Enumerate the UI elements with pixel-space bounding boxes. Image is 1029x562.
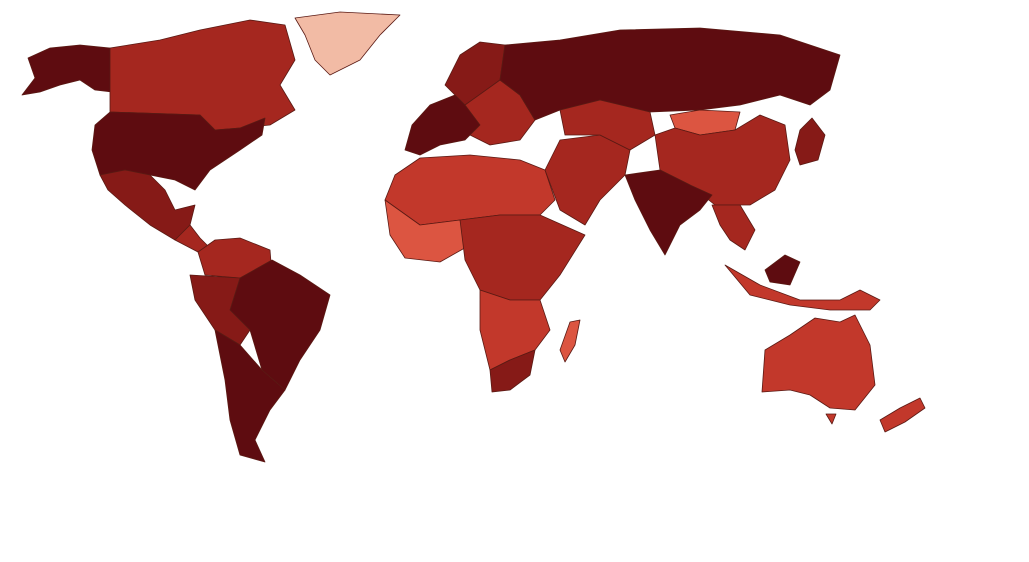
madagascar — [559, 319, 581, 363]
central-asia — [559, 99, 656, 151]
russia — [499, 27, 841, 121]
west-africa — [384, 199, 471, 263]
north-africa — [384, 154, 556, 226]
australia — [761, 314, 876, 411]
central-america — [174, 224, 211, 253]
southeast-asia — [711, 204, 756, 251]
greenland — [294, 11, 401, 76]
peru-bolivia — [189, 274, 251, 346]
central-africa — [459, 214, 586, 301]
indonesia — [724, 264, 881, 311]
alaska — [21, 44, 113, 96]
south-africa — [489, 349, 536, 393]
united-states — [91, 111, 266, 191]
argentina-chile — [214, 329, 286, 463]
japan — [794, 117, 826, 166]
mexico — [99, 169, 196, 241]
india — [624, 169, 713, 256]
new-zealand — [879, 397, 926, 433]
tasmania — [825, 413, 837, 425]
borneo — [764, 254, 801, 286]
